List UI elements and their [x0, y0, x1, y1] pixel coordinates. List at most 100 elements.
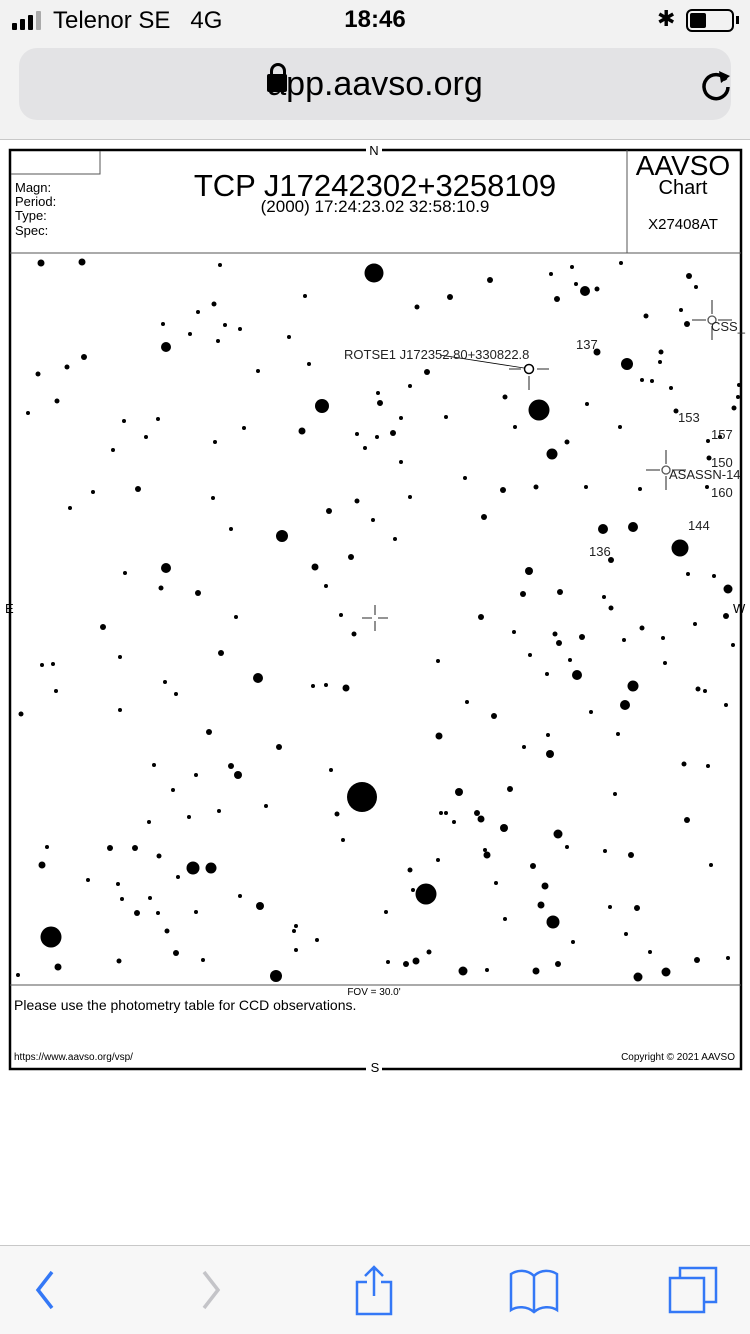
url-text[interactable]: app.aavso.org	[267, 65, 483, 103]
star	[530, 863, 536, 869]
reload-icon[interactable]	[699, 68, 733, 102]
star	[532, 967, 540, 975]
star	[478, 614, 484, 620]
star	[173, 950, 179, 956]
star	[363, 446, 367, 450]
star	[736, 395, 740, 399]
comparison-labels: ROTSE1 J172352.80+330822.8 CSS_ ASASSN-1…	[344, 319, 746, 559]
star	[234, 615, 238, 619]
label-153: 153	[678, 410, 700, 425]
star	[477, 815, 485, 823]
star	[38, 861, 46, 869]
star	[147, 820, 151, 824]
star	[375, 435, 379, 439]
star	[40, 926, 62, 948]
star	[709, 863, 713, 867]
star	[100, 624, 106, 630]
star	[706, 439, 710, 443]
star	[520, 591, 526, 597]
star	[415, 883, 437, 905]
star	[194, 773, 198, 777]
chart-title: TCP J17242302+3258109	[194, 168, 556, 203]
star	[86, 878, 90, 882]
star	[638, 487, 642, 491]
star	[403, 961, 409, 967]
star	[276, 530, 288, 542]
star	[223, 323, 227, 327]
share-icon[interactable]	[349, 1264, 399, 1316]
star	[40, 663, 44, 667]
star	[643, 313, 649, 319]
star	[568, 658, 572, 662]
back-icon[interactable]	[22, 1264, 72, 1316]
star	[68, 506, 72, 510]
ccd-note: Please use the photometry table for CCD …	[14, 997, 356, 1013]
star	[463, 476, 467, 480]
label-157: 157	[711, 427, 733, 442]
forward-icon[interactable]	[186, 1264, 236, 1316]
rotse-marker	[523, 363, 535, 375]
star	[256, 902, 264, 910]
star	[54, 689, 58, 693]
star	[294, 924, 298, 928]
star	[681, 761, 687, 767]
copyright: Copyright © 2021 AAVSO	[621, 1052, 735, 1063]
star	[712, 574, 716, 578]
star	[132, 845, 138, 851]
aavso-star-chart: N S E W Magn: Period: Type: Spec: TCP J1…	[5, 143, 746, 1076]
star	[436, 858, 440, 862]
star	[116, 958, 122, 964]
address-bar[interactable]: app.aavso.org	[19, 48, 731, 120]
star	[218, 650, 224, 656]
star	[571, 940, 575, 944]
star	[485, 968, 489, 972]
star	[731, 643, 735, 647]
star	[580, 286, 590, 296]
star	[298, 427, 306, 435]
star	[51, 662, 55, 666]
footer-url[interactable]: https://www.aavso.org/vsp/	[14, 1052, 133, 1063]
css-marker	[707, 315, 717, 325]
tabs-icon[interactable]	[668, 1264, 718, 1316]
star	[503, 917, 507, 921]
star	[123, 571, 127, 575]
star	[718, 435, 722, 439]
lock-icon	[267, 63, 287, 92]
star	[658, 360, 662, 364]
star	[152, 763, 156, 767]
star	[118, 708, 122, 712]
star	[408, 384, 412, 388]
star	[326, 508, 332, 514]
star	[174, 692, 178, 696]
star	[399, 416, 403, 420]
star	[465, 700, 469, 704]
star	[156, 853, 162, 859]
bookmarks-icon[interactable]	[509, 1264, 559, 1316]
star	[695, 686, 701, 692]
star	[549, 272, 553, 276]
star	[502, 394, 508, 400]
star	[270, 970, 282, 982]
star	[342, 684, 350, 692]
star	[334, 811, 340, 817]
star	[148, 896, 152, 900]
star	[634, 905, 640, 911]
star	[426, 949, 432, 955]
star	[371, 518, 375, 522]
network: 4G	[190, 7, 223, 34]
star	[608, 557, 614, 563]
star	[574, 282, 578, 286]
star	[483, 851, 491, 859]
star	[444, 415, 448, 419]
star	[452, 820, 456, 824]
star	[377, 400, 383, 406]
star	[16, 973, 20, 977]
star	[613, 792, 617, 796]
asassn-marker	[661, 465, 671, 475]
star	[256, 369, 260, 373]
star	[211, 496, 215, 500]
star	[673, 408, 679, 414]
star	[228, 763, 234, 769]
star	[156, 911, 160, 915]
star	[628, 852, 634, 858]
